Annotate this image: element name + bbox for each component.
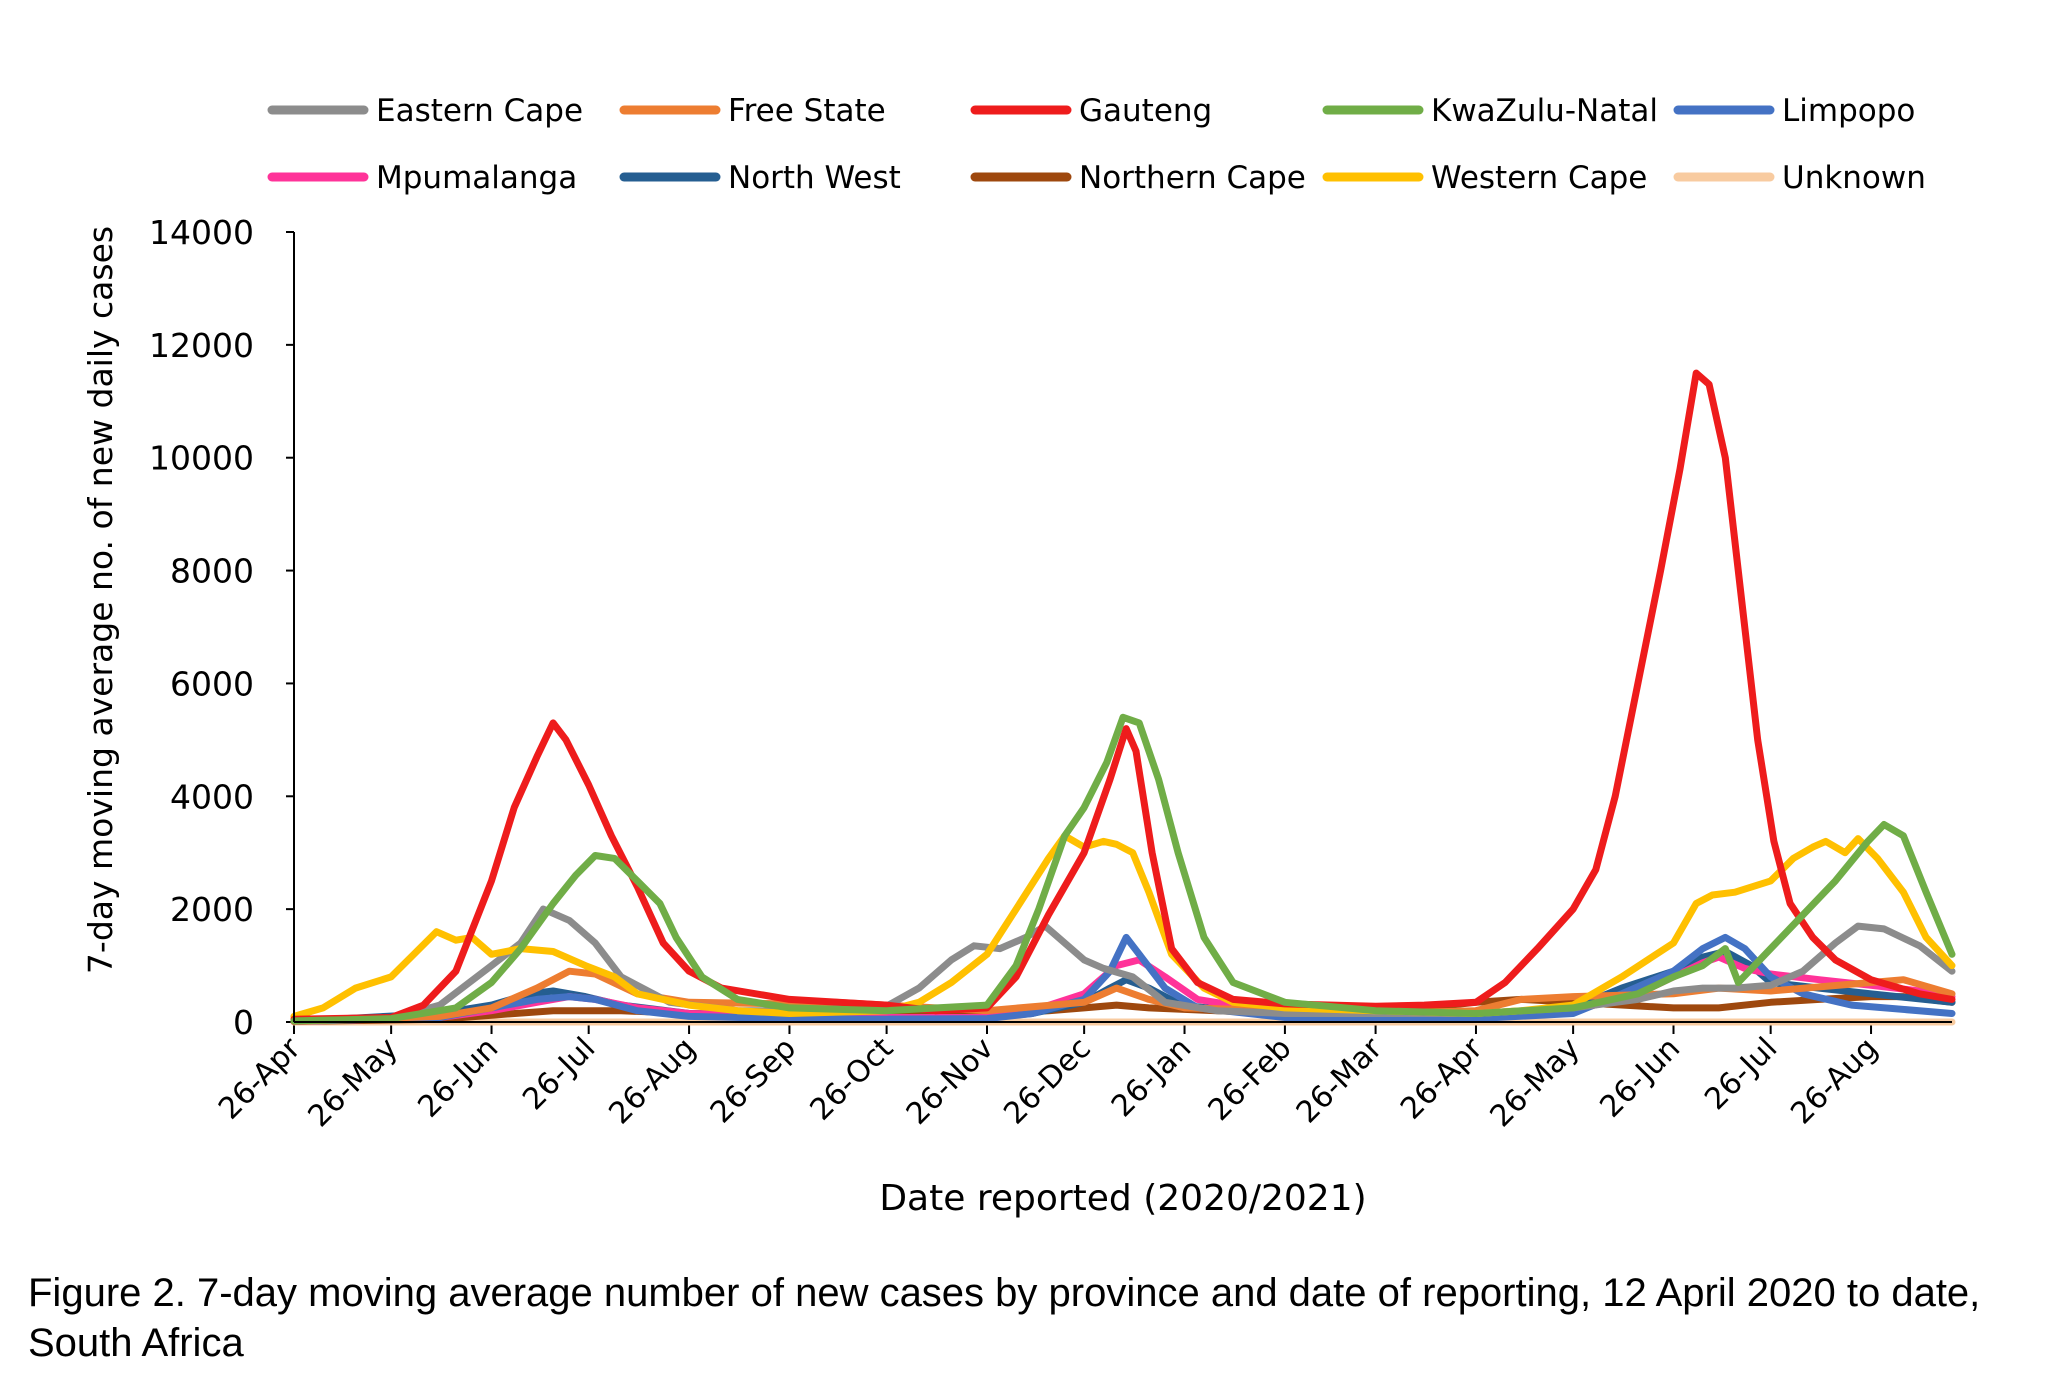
legend-item-gauteng: Gauteng	[970, 93, 1212, 129]
legend-item-north-west: North West	[619, 160, 901, 196]
y-tick-label: 0	[233, 1003, 254, 1042]
legend-label: KwaZulu-Natal	[1431, 93, 1658, 129]
x-tick-label: 26-Mar	[1290, 1030, 1390, 1130]
legend-label: North West	[728, 160, 901, 196]
chart: Eastern Cape Free State Gauteng KwaZulu-Nat…	[81, 93, 1956, 1219]
legend-label: Unknown	[1782, 160, 1926, 196]
legend-item-limpopo: Limpopo	[1673, 93, 1915, 129]
x-tick-label: 26-May	[1484, 1031, 1587, 1134]
legend-item-mpumalanga: Mpumalanga	[267, 160, 577, 196]
legend: Eastern Cape Free State Gauteng KwaZulu-Nat…	[267, 93, 1926, 196]
series-line-kwazulu-natal	[290, 713, 1956, 1025]
series-line-eastern-cape	[290, 905, 1956, 1024]
x-tick-label: 26-Dec	[997, 1031, 1097, 1131]
series-lines	[290, 369, 1956, 1026]
legend-item-kwazulu-natal: KwaZulu-Natal	[1322, 93, 1658, 129]
y-axis-ticks: 0 2000 4000 6000 8000 10000 12000 14000	[149, 213, 294, 1042]
y-tick-label: 2000	[170, 890, 254, 929]
x-tick-label: 26-Jul	[516, 1031, 602, 1117]
y-axis-label: 7-day moving average no. of new daily ca…	[81, 226, 120, 974]
legend-label: Western Cape	[1431, 160, 1647, 196]
x-axis-label: Date reported (2020/2021)	[879, 1178, 1366, 1219]
y-tick-label: 12000	[149, 326, 254, 365]
legend-label: Gauteng	[1079, 93, 1212, 129]
legend-label: Mpumalanga	[376, 160, 577, 196]
y-tick-label: 10000	[149, 439, 254, 478]
x-tick-label: 26-Sep	[704, 1031, 803, 1130]
x-tick-label: 26-Apr	[1394, 1030, 1490, 1126]
legend-item-eastern-cape: Eastern Cape	[267, 93, 583, 129]
legend-item-western-cape: Western Cape	[1322, 160, 1647, 196]
legend-label: Limpopo	[1782, 93, 1915, 129]
legend-label: Free State	[728, 93, 886, 129]
x-tick-label: 26-Apr	[212, 1030, 308, 1126]
legend-item-unknown: Unknown	[1673, 160, 1926, 196]
y-tick-label: 6000	[170, 664, 254, 703]
x-tick-label: 26-Jun	[1593, 1031, 1687, 1125]
x-tick-label: 26-Aug	[1784, 1031, 1884, 1131]
y-tick-label: 8000	[170, 552, 254, 591]
legend-label: Northern Cape	[1079, 160, 1306, 196]
x-tick-label: 26-Jul	[1698, 1031, 1784, 1117]
x-tick-label: 26-Nov	[900, 1031, 1001, 1132]
series-line-gauteng	[290, 369, 1956, 1023]
y-tick-label: 14000	[149, 213, 254, 252]
legend-item-northern-cape: Northern Cape	[970, 160, 1306, 196]
legend-item-free-state: Free State	[619, 93, 886, 129]
legend-label: Eastern Cape	[376, 93, 583, 129]
x-tick-label: 26-Jan	[1105, 1031, 1198, 1124]
x-tick-label: 26-Oct	[804, 1031, 901, 1128]
x-tick-label: 26-Feb	[1202, 1031, 1299, 1128]
series-line-limpopo	[290, 933, 1956, 1025]
x-tick-label: 26-Aug	[602, 1031, 702, 1131]
x-tick-label: 26-Jun	[411, 1031, 505, 1125]
y-tick-label: 4000	[170, 777, 254, 816]
figure-caption: Figure 2. 7-day moving average number of…	[28, 1271, 1981, 1365]
x-tick-label: 26-May	[302, 1031, 405, 1134]
